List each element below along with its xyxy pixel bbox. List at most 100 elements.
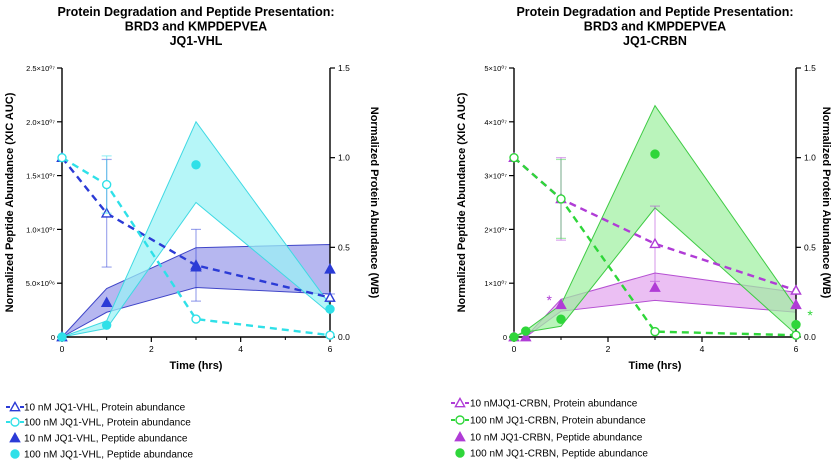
data-point [324, 291, 336, 302]
data-point [190, 261, 202, 272]
y-left-tick-label: 5.0×10⁰⁶ [26, 279, 55, 288]
chart-title-line: Protein Degradation and Peptide Presenta… [57, 5, 334, 19]
data-point [100, 207, 113, 218]
legend-item: 100 nM JQ1-CRBN, Peptide abundance [455, 448, 648, 460]
legend: 10 nM JQ1-VHL, Protein abundance 100 nM J… [6, 400, 193, 461]
legend-item: 10 nM JQ1-VHL, Protein abundance [6, 400, 186, 414]
data-point [101, 320, 112, 330]
y-right-tick-label: 1.0 [338, 153, 350, 163]
legend-marker [9, 431, 21, 443]
y-left-tick-label: 4×10⁰⁷ [484, 118, 507, 127]
series-peptide [509, 149, 801, 342]
y-left-tick-label: 5×10⁰⁷ [484, 64, 507, 73]
y-right-tick-label: 0.5 [338, 242, 350, 252]
data-point [790, 298, 802, 310]
data-point [555, 298, 567, 310]
legend-label: 10 nMJQ1-CRBN, Protein abundance [470, 399, 638, 410]
legend-label: 10 nM JQ1-CRBN, Peptide abundance [470, 433, 643, 444]
legend-label: 100 nM JQ1-CRBN, Peptide abundance [470, 449, 648, 460]
legend-marker [454, 430, 466, 442]
y-right-tick-label: 0.0 [804, 332, 816, 342]
legend-label: 100 nM JQ1-CRBN, Protein abundance [470, 416, 646, 427]
data-point [556, 314, 566, 324]
significance-asterisk: * [807, 307, 813, 323]
data-point [324, 263, 336, 274]
y-left-tick-label: 2×10⁰⁷ [484, 225, 507, 234]
y-left-tick-label: 3×10⁰⁷ [484, 172, 507, 181]
data-point [650, 149, 660, 159]
legend-marker [10, 417, 20, 427]
y-left-tick-label: 1.5×10⁰⁷ [26, 172, 55, 181]
legend-item: 10 nM JQ1-CRBN, Peptide abundance [454, 430, 643, 444]
data-point [521, 326, 531, 336]
chart-title-line: JQ1-VHL [170, 34, 223, 48]
significance-asterisk: * [547, 292, 553, 308]
chart-title-line: JQ1-CRBN [623, 34, 687, 48]
series-protein [509, 152, 801, 340]
y-left-tick-label: 1×10⁰⁷ [484, 279, 507, 288]
legend-item: 10 nMJQ1-CRBN, Protein abundance [451, 396, 638, 410]
data-point [791, 319, 801, 330]
legend-marker [455, 448, 465, 458]
x-tick-label: 2 [149, 344, 154, 354]
x-tick-label: 2 [606, 344, 611, 354]
x-tick-label: 6 [328, 344, 333, 354]
legend-marker [454, 396, 466, 408]
data-point [556, 194, 566, 204]
chart-title-line: Protein Degradation and Peptide Presenta… [516, 5, 793, 19]
x-tick-label: 0 [512, 344, 517, 354]
y-right-tick-label: 1.5 [338, 63, 350, 73]
y-right-tick-label: 1.5 [804, 63, 816, 73]
legend-item: 100 nM JQ1-VHL, Peptide abundance [10, 449, 193, 461]
legend-label: 100 nM JQ1-VHL, Protein abundance [24, 418, 191, 429]
data-point [325, 304, 335, 314]
legend-label: 100 nM JQ1-VHL, Peptide abundance [24, 450, 193, 461]
legend-marker [10, 449, 20, 459]
y-left-tick-label: 2.0×10⁰⁷ [26, 118, 55, 127]
legend-label: 10 nM JQ1-VHL, Protein abundance [24, 403, 186, 414]
data-point [509, 332, 519, 342]
data-point [191, 160, 201, 170]
data-point [57, 332, 67, 342]
chart-title-line: BRD3 and KMPDEPVEA [125, 20, 267, 34]
y-left-tick-label: 1.0×10⁰⁷ [26, 225, 55, 234]
data-point [649, 237, 661, 249]
chart-panel-2: Protein Degradation and Peptide Presenta… [451, 5, 832, 460]
y-axis-label-right: Normalized Protein Abundance (WB) [368, 107, 380, 299]
y-left-tick-label: 2.5×10⁰⁷ [26, 64, 55, 73]
series-protein [57, 152, 335, 340]
chart-panel-1: Protein Degradation and Peptide Presenta… [4, 5, 380, 461]
y-right-tick-label: 0.0 [338, 332, 350, 342]
series-line [513, 156, 797, 292]
x-tick-label: 0 [60, 344, 65, 354]
legend-item: 10 nM JQ1-VHL, Peptide abundance [9, 431, 188, 445]
y-axis-label-left: Normalized Peptide Abundance (XIC AUC) [4, 92, 16, 312]
data-point [509, 152, 519, 163]
data-point [650, 326, 660, 337]
legend-label: 10 nM JQ1-VHL, Peptide abundance [24, 434, 188, 445]
y-right-tick-label: 0.5 [804, 242, 816, 252]
legend-item: 100 nM JQ1-VHL, Protein abundance [6, 417, 191, 429]
chart-title-line: BRD3 and KMPDEPVEA [584, 20, 726, 34]
data-point [791, 330, 801, 340]
legend-marker [455, 415, 465, 425]
data-point [519, 330, 532, 342]
data-point [191, 314, 201, 324]
series-line [61, 156, 331, 337]
data-point [790, 284, 802, 295]
y-left-tick-label: 0 [503, 333, 507, 342]
x-axis-label: Time (hrs) [629, 360, 682, 372]
x-tick-label: 6 [794, 344, 799, 354]
data-point [57, 152, 67, 163]
legend-marker [9, 400, 21, 412]
x-tick-label: 4 [238, 344, 243, 354]
x-tick-label: 4 [700, 344, 705, 354]
legend: 10 nMJQ1-CRBN, Protein abundance 100 nM J… [451, 396, 648, 460]
y-left-tick-label: 0 [51, 333, 55, 342]
data-point [325, 330, 335, 340]
y-right-tick-label: 1.0 [804, 153, 816, 163]
data-point [101, 179, 112, 190]
series-line [61, 156, 331, 299]
data-point [649, 281, 661, 292]
